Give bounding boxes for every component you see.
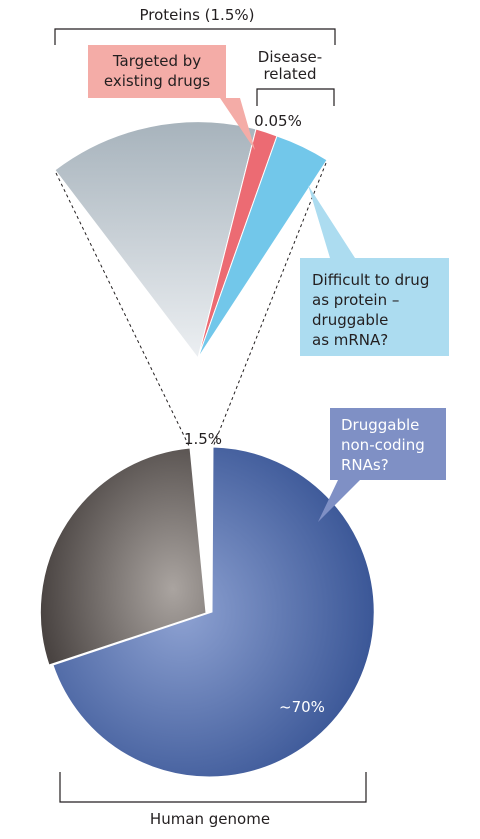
targeted-label: Targeted by xyxy=(112,52,201,70)
difficult-label: Difficult to drug xyxy=(312,271,429,289)
bracket xyxy=(256,88,335,106)
disease-label: Disease- xyxy=(258,48,322,66)
fan-gray xyxy=(54,121,257,360)
pie-blue xyxy=(52,446,375,778)
callout-difficult xyxy=(300,185,449,356)
genome-label: Human genome xyxy=(150,810,270,828)
disease-share: 0.05% xyxy=(254,112,302,130)
fan-blue xyxy=(197,135,328,359)
callout-noncoding xyxy=(318,408,446,522)
noncoding-label: RNAs? xyxy=(341,456,389,474)
noncoding-share: ~70% xyxy=(279,698,325,716)
bracket xyxy=(59,772,367,803)
disease-label: related xyxy=(263,65,316,83)
dashed-line xyxy=(212,162,327,448)
noncoding-label: Druggable xyxy=(341,416,419,434)
pie-gray xyxy=(39,447,207,666)
noncoding-label: non-coding xyxy=(341,436,425,454)
proteins-label: Proteins (1.5%) xyxy=(140,6,255,24)
targeted-label: existing drugs xyxy=(104,72,210,90)
difficult-label: druggable xyxy=(312,311,388,329)
difficult-label: as mRNA? xyxy=(312,331,388,349)
protein-share: 1.5% xyxy=(184,430,222,448)
difficult-label: as protein – xyxy=(312,291,399,309)
dashed-line xyxy=(55,172,191,449)
callout-targeted xyxy=(88,45,255,150)
bracket xyxy=(54,28,336,45)
